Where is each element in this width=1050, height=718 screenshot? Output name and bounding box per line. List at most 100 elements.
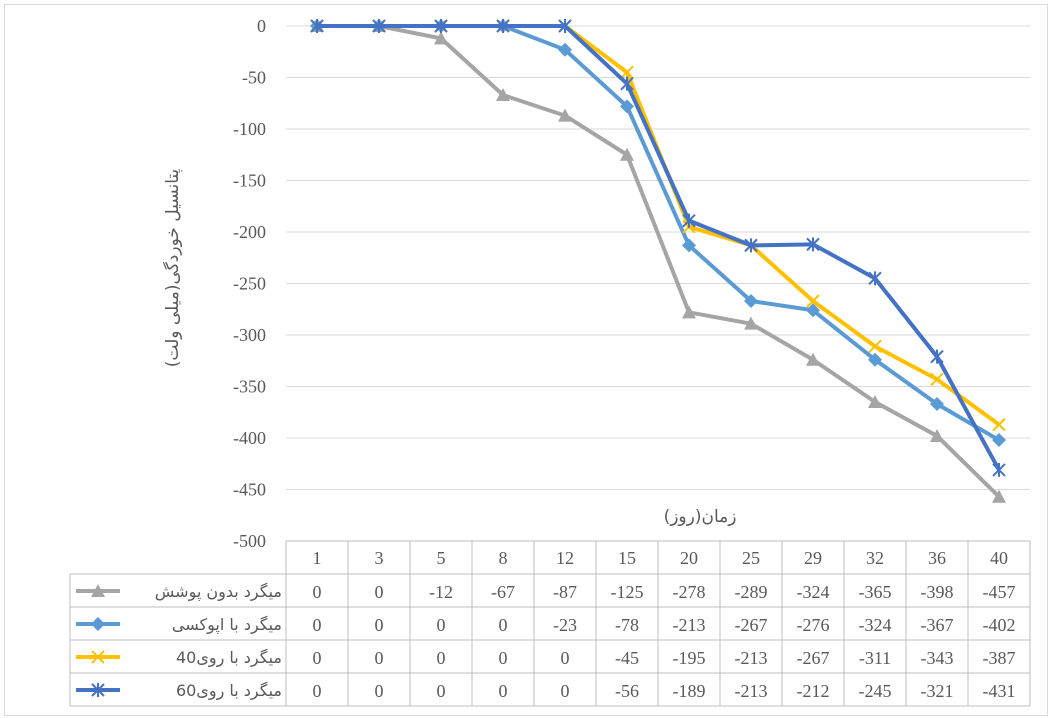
data-point: [992, 462, 1006, 477]
table-cell: -87: [553, 582, 577, 602]
table-cell: -212: [797, 681, 830, 701]
data-point: [868, 394, 882, 408]
table-cell: -343: [921, 648, 954, 668]
data-point: [496, 19, 510, 33]
x-tick-label: 32: [866, 548, 884, 568]
data-point: [620, 76, 634, 91]
series-3: [310, 19, 1006, 477]
data-point: [682, 238, 696, 253]
table-cell: 0: [375, 648, 384, 668]
table-cell: -387: [983, 648, 1016, 668]
table-cell: -12: [429, 582, 453, 602]
x-tick-label: 1: [313, 548, 322, 568]
legend-key: [76, 650, 120, 664]
series-line: [317, 24, 1001, 499]
table-cell: 0: [313, 582, 322, 602]
data-table: 1 3 5 8 12 15 20 25 29 32 36 40 میگرد بدون پوشش 0 0 -12…: [69, 540, 1031, 707]
table-cell: -56: [615, 681, 639, 701]
x-tick-label: 12: [556, 548, 574, 568]
table-cell: -457: [983, 582, 1016, 602]
x-tick-label: 3: [375, 548, 384, 568]
y-tick-label: -50: [242, 68, 266, 88]
series-layer: [310, 19, 1006, 503]
table-cell: 0: [313, 648, 322, 668]
y-tick-label: -300: [233, 325, 266, 345]
legend-key: [76, 584, 120, 597]
x-tick-label: 29: [804, 548, 822, 568]
data-point: [868, 352, 882, 367]
data-point: [558, 42, 572, 57]
table-cell: -45: [615, 648, 639, 668]
x-tick-label: 36: [928, 548, 946, 568]
table-cell: -278: [673, 582, 706, 602]
x-tick-label: 5: [437, 548, 446, 568]
y-axis-label: پتانسیل خوردگی(میلی ولت): [162, 169, 183, 368]
y-tick-label: -100: [233, 119, 266, 139]
table-cell: -321: [921, 681, 954, 701]
table-cell: -78: [615, 615, 639, 635]
data-point: [434, 19, 448, 33]
table-cell: -267: [735, 615, 768, 635]
data-point: [992, 417, 1006, 432]
legend-key-marker: [91, 617, 105, 631]
data-point: [744, 238, 758, 253]
legend-label: میگرد با اپوکسی: [172, 615, 282, 635]
legend-key-marker: [91, 683, 105, 697]
table-cell: -213: [735, 648, 768, 668]
data-point: [744, 294, 758, 309]
table-cell: 0: [437, 648, 446, 668]
table-cell: 0: [313, 615, 322, 635]
data-point: [806, 237, 820, 252]
x-tick-label: 40: [990, 548, 1008, 568]
table-cell: -213: [673, 615, 706, 635]
data-point: [558, 19, 572, 33]
legend-key: [76, 617, 120, 631]
series-2: [310, 19, 1006, 432]
y-tick-label: 0: [257, 16, 266, 36]
table-cell: 0: [375, 681, 384, 701]
data-point: [310, 19, 324, 33]
legend-label: میگرد با روی60: [176, 681, 282, 701]
legend-key-marker: [91, 650, 105, 664]
data-point: [682, 305, 696, 319]
x-tick-label: 8: [499, 548, 508, 568]
table-cell: 0: [561, 648, 570, 668]
table-cell: -311: [859, 648, 891, 668]
y-tick-label: -450: [233, 480, 266, 500]
series-0: [310, 19, 1006, 503]
x-tick-label: 25: [742, 548, 760, 568]
data-point: [682, 213, 696, 228]
legend-label: میگرد با روی40: [176, 648, 282, 668]
table-cell: -276: [797, 615, 830, 635]
table-cell: 0: [313, 681, 322, 701]
data-point: [620, 147, 634, 161]
table-cell: -67: [491, 582, 515, 602]
y-tick-label: -400: [233, 428, 266, 448]
x-axis-label: زمان(روز): [664, 507, 737, 527]
y-tick-label: -250: [233, 274, 266, 294]
y-tick-label: -200: [233, 222, 266, 242]
gridlines: [286, 25, 1030, 490]
table-cell: -245: [859, 681, 892, 701]
data-point: [806, 303, 820, 318]
table-cell: -367: [921, 615, 954, 635]
data-point: [930, 428, 944, 442]
table-cell: -23: [553, 615, 577, 635]
legend-key-marker: [91, 584, 105, 597]
table-cell: 0: [499, 648, 508, 668]
data-point: [868, 271, 882, 286]
y-tick-label: -350: [233, 377, 266, 397]
table-cell: 0: [375, 582, 384, 602]
data-point: [992, 489, 1006, 503]
table-cell: -324: [859, 615, 892, 635]
table-cell: -398: [921, 582, 954, 602]
data-point: [806, 352, 820, 366]
data-point: [930, 397, 944, 412]
data-point: [992, 433, 1006, 448]
data-point: [930, 372, 944, 386]
x-tick-label: 20: [680, 548, 698, 568]
data-point: [558, 108, 572, 122]
data-point: [620, 65, 634, 80]
legend-key: [76, 683, 120, 697]
